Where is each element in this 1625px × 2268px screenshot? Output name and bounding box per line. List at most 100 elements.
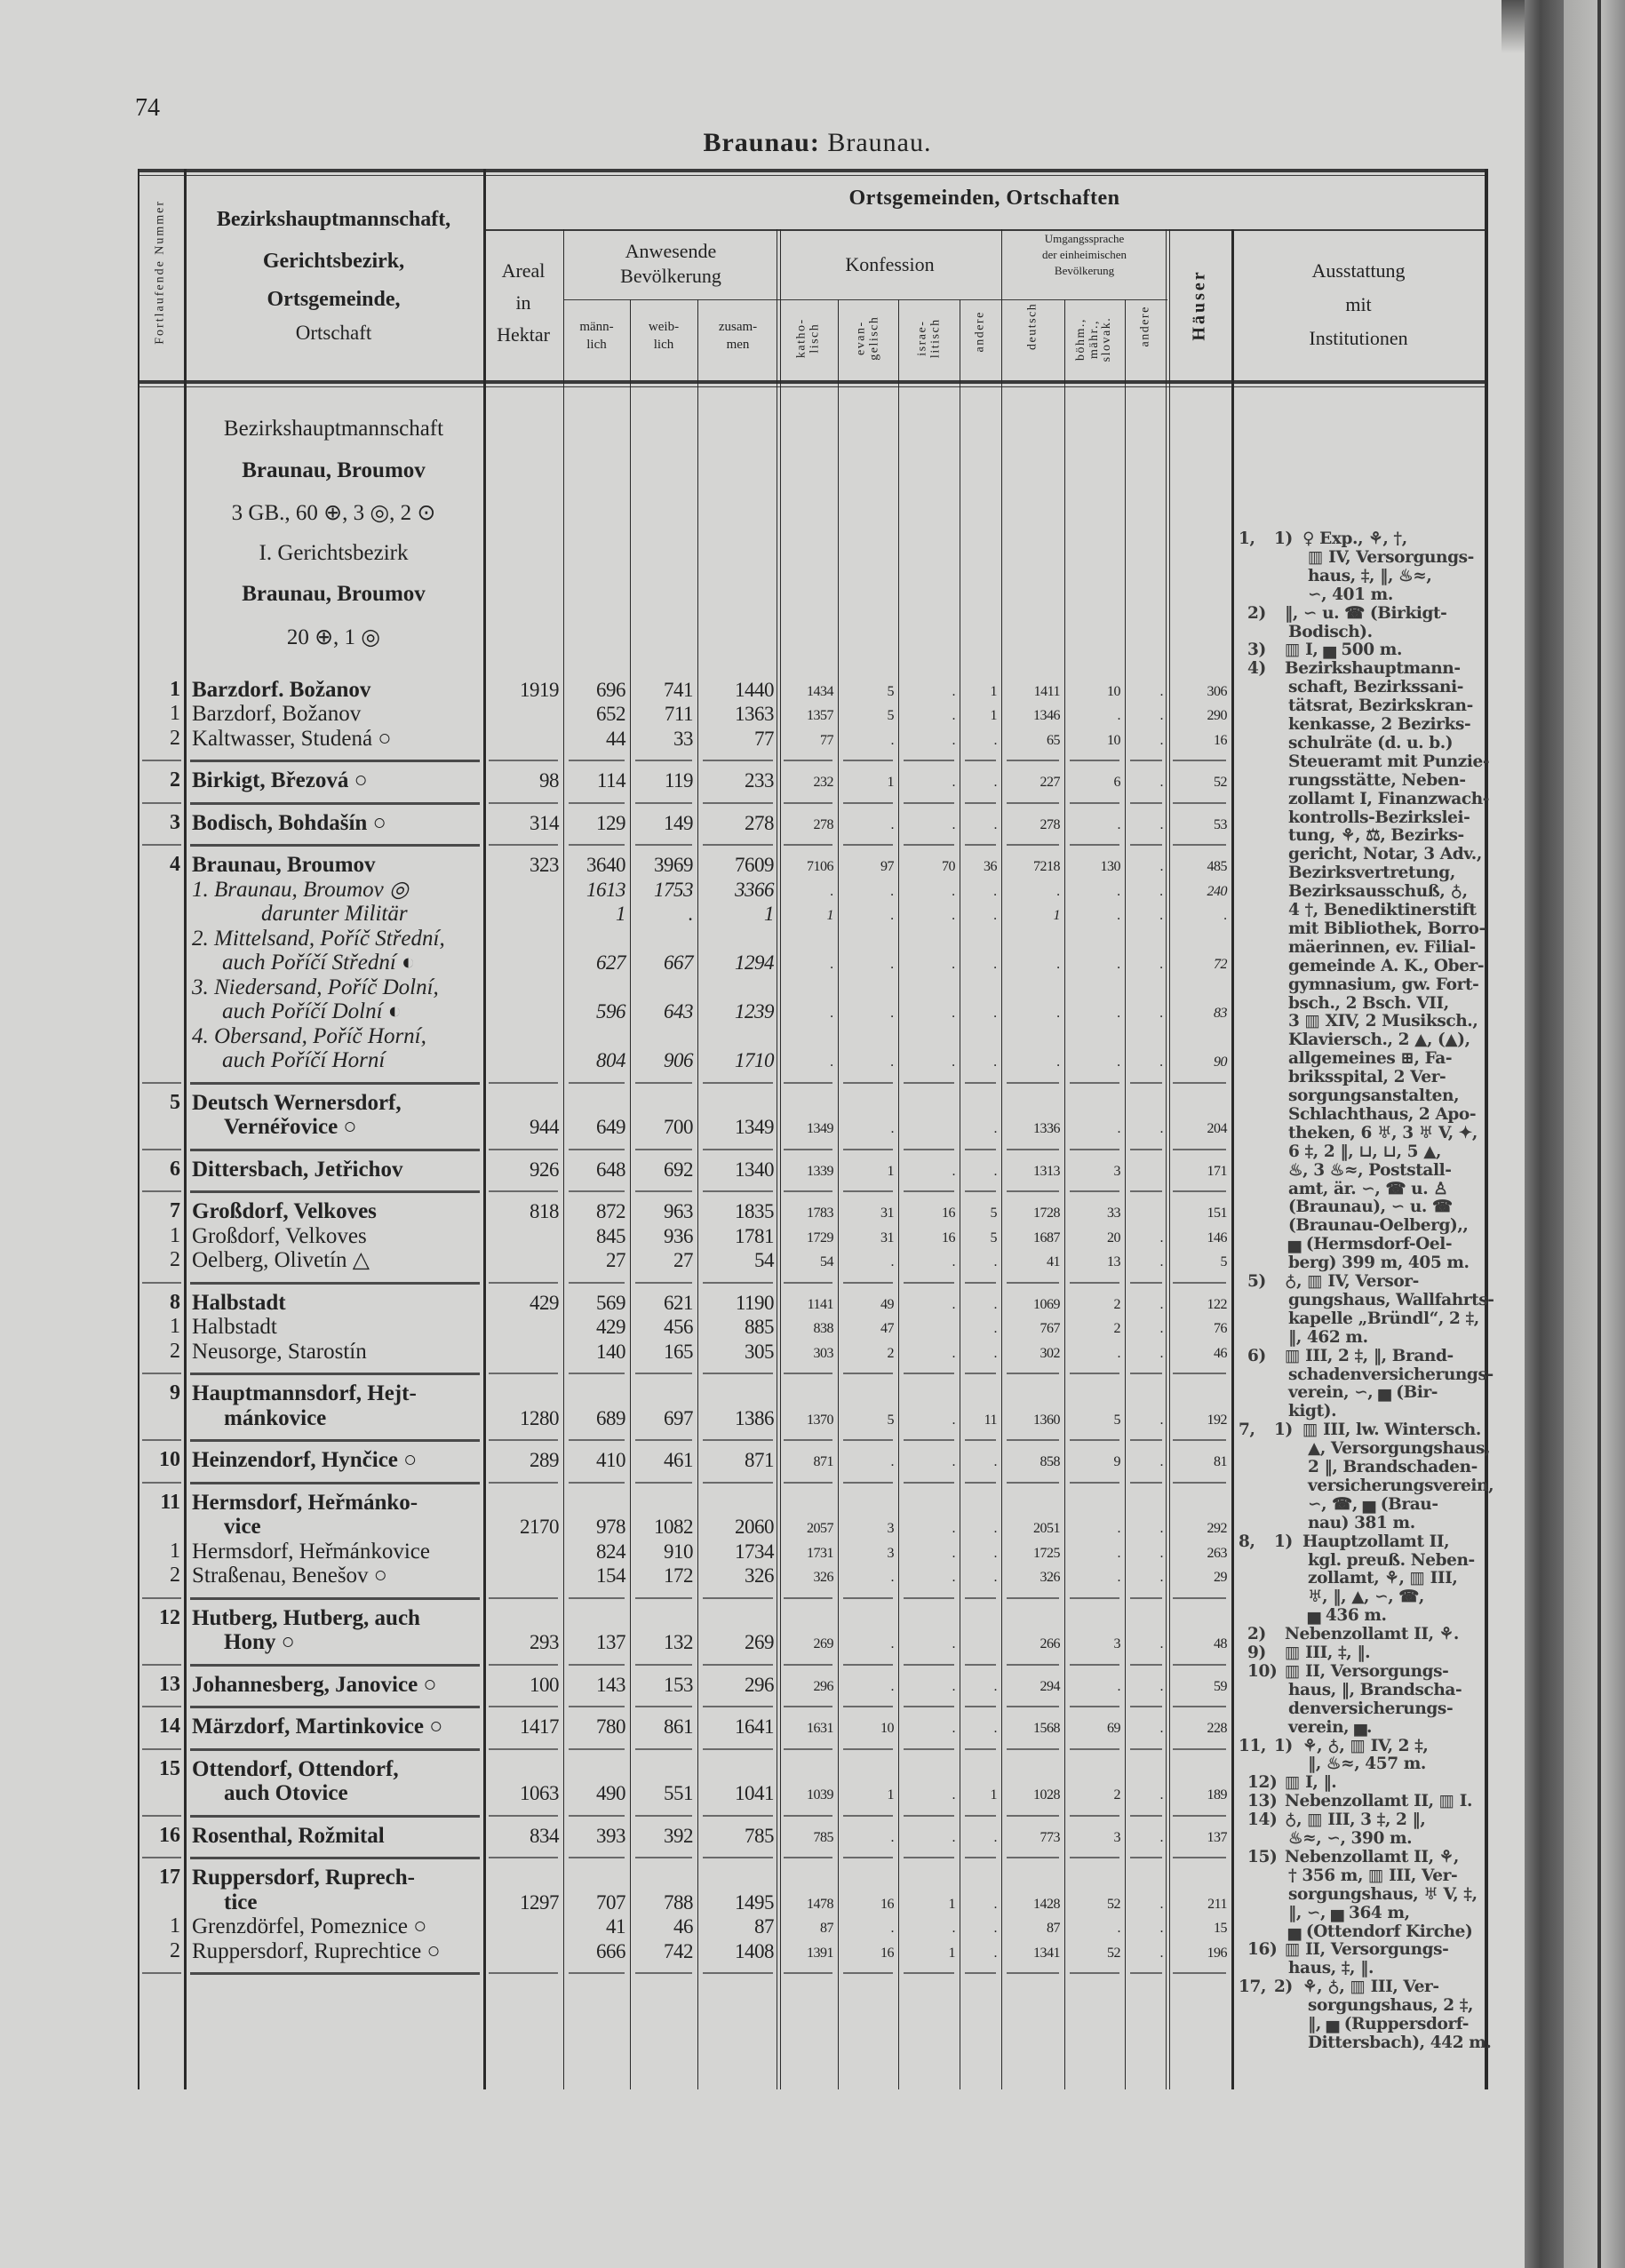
data-cell: 269 xyxy=(813,1636,834,1651)
data-cell: 5 xyxy=(887,708,895,723)
group-separator xyxy=(142,1972,181,1974)
data-cell: 10 xyxy=(880,1721,895,1736)
row-number: 2 xyxy=(170,768,180,792)
group-separator xyxy=(965,760,996,761)
data-cell: 490 xyxy=(596,1782,626,1804)
header-name-line: Ortsgemeinde, xyxy=(267,288,401,311)
note-text: gungshaus, Wallfahrts- xyxy=(1288,1290,1494,1309)
header-confession-sub: andere xyxy=(973,296,987,367)
group-separator xyxy=(489,1373,558,1374)
data-cell: 5 xyxy=(990,1229,998,1245)
group-separator xyxy=(1070,1596,1119,1599)
row-number: 2 xyxy=(170,1248,180,1271)
data-cell: . xyxy=(890,1006,895,1021)
data-cell: 692 xyxy=(664,1158,694,1181)
header-confession: Konfession xyxy=(845,253,935,275)
data-cell: 834 xyxy=(530,1824,560,1847)
group-separator xyxy=(1070,1481,1119,1484)
note-text: ▥ III, 2 ‡, ‖, Brand- xyxy=(1285,1346,1454,1365)
note-text: amt, är. ∽, ☎ u. ♙ xyxy=(1288,1179,1448,1198)
header-confession-sub-line: katho- xyxy=(793,318,808,359)
group-separator xyxy=(843,801,893,804)
data-cell: . xyxy=(1159,1454,1164,1469)
place-name: Hutberg, Hutberg, auch xyxy=(192,1605,420,1630)
data-cell: 767 xyxy=(1040,1321,1061,1336)
row-number: 1 xyxy=(170,1223,180,1247)
data-cell: . xyxy=(1159,775,1164,790)
note-text: (Braunau-Oelberg),, xyxy=(1288,1216,1469,1236)
note-sublabel: 5) xyxy=(1247,1272,1266,1291)
data-cell: 1386 xyxy=(735,1406,775,1429)
data-cell: 76 xyxy=(1214,1321,1228,1336)
data-cell: 1731 xyxy=(807,1545,834,1561)
data-cell: 31 xyxy=(880,1206,895,1221)
data-cell: . xyxy=(952,1163,956,1179)
data-cell: 47 xyxy=(880,1321,895,1336)
data-cell: . xyxy=(952,908,956,923)
data-cell: 485 xyxy=(1207,859,1228,874)
page-title: Braunau: Braunau. xyxy=(0,128,1625,158)
data-cell: 1 xyxy=(887,1163,895,1179)
data-cell: . xyxy=(1159,1345,1164,1361)
data-cell: 303 xyxy=(813,1345,834,1361)
note-text: gemeinde A. K., Ober- xyxy=(1288,956,1485,975)
data-cell: 689 xyxy=(596,1406,626,1429)
data-cell: 700 xyxy=(664,1116,694,1138)
data-cell: . xyxy=(1159,883,1164,899)
data-cell: 16 xyxy=(942,1229,956,1245)
row-number: 1 xyxy=(170,702,180,725)
data-cell: 1239 xyxy=(735,1000,775,1023)
data-cell: . xyxy=(890,1570,895,1585)
data-cell: . xyxy=(993,957,998,972)
note-text: tätsrat, Bezirkskran- xyxy=(1288,696,1473,716)
group-separator xyxy=(784,1663,832,1666)
place-name: 3. Niedersand, Poříč Dolní, xyxy=(192,975,439,999)
note-text: Nebenzollamt II, ⚘. xyxy=(1285,1625,1459,1644)
data-cell: 41 xyxy=(606,1915,626,1938)
data-cell: 7218 xyxy=(1033,859,1061,874)
header-population: Bevölkerung xyxy=(620,265,721,287)
group-separator xyxy=(965,1814,996,1817)
data-cell: 1294 xyxy=(735,951,775,974)
district-heading: Braunau, Broumov xyxy=(242,458,426,482)
row-number: 2 xyxy=(170,1564,180,1587)
data-cell: . xyxy=(1117,816,1121,832)
header-facilities: mit xyxy=(1345,293,1372,315)
data-cell: 1 xyxy=(1053,908,1061,923)
data-cell: . xyxy=(890,1829,895,1845)
data-cell: . xyxy=(993,1829,998,1845)
group-separator xyxy=(1173,1081,1226,1084)
data-cell: . xyxy=(993,732,998,748)
data-cell: 119 xyxy=(664,769,694,792)
data-cell: . xyxy=(1159,1229,1164,1245)
header-language: Bevölkerung xyxy=(1054,264,1115,277)
data-cell: 569 xyxy=(596,1291,626,1314)
group-separator xyxy=(635,844,692,846)
data-cell: 154 xyxy=(596,1564,626,1587)
group-separator xyxy=(142,1148,181,1150)
group-separator xyxy=(1007,1596,1059,1599)
group-separator xyxy=(904,1281,954,1284)
data-cell: 10 xyxy=(1107,732,1121,748)
data-cell: . xyxy=(890,816,895,832)
data-cell: . xyxy=(688,903,694,925)
data-cell: 1729 xyxy=(807,1229,834,1245)
data-cell: . xyxy=(1159,1521,1164,1536)
row-number: 12 xyxy=(159,1605,180,1629)
note-text: sorgungsanstalten, xyxy=(1288,1086,1460,1105)
data-cell: 1028 xyxy=(1033,1787,1061,1802)
data-cell: 228 xyxy=(1207,1721,1228,1736)
group-separator xyxy=(843,844,893,846)
data-cell: . xyxy=(993,1321,998,1336)
data-cell: 5 xyxy=(990,1206,998,1221)
data-cell: 27 xyxy=(606,1249,626,1271)
place-name: Bodisch, Bohdašín ○ xyxy=(192,810,386,835)
data-cell: . xyxy=(952,1636,956,1651)
group-separator xyxy=(1007,1081,1059,1084)
place-name: Hermsdorf, Heřmánkovice xyxy=(192,1539,430,1564)
data-cell: . xyxy=(1159,1321,1164,1336)
place-name: Birkigt, Březová ○ xyxy=(192,768,368,792)
note-text: kenkasse, 2 Bezirks- xyxy=(1288,715,1471,734)
group-separator xyxy=(843,760,893,761)
data-cell: . xyxy=(952,1721,956,1736)
